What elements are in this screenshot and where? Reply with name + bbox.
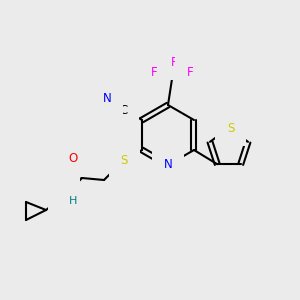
Text: F: F [187, 65, 193, 79]
Text: N: N [164, 158, 172, 172]
Text: F: F [171, 56, 177, 68]
Text: H: H [69, 196, 77, 206]
Text: S: S [120, 154, 128, 166]
Text: S: S [227, 122, 235, 134]
Text: O: O [68, 152, 78, 166]
Text: F: F [151, 65, 157, 79]
Text: C: C [119, 103, 127, 116]
Text: N: N [103, 92, 111, 104]
Text: N: N [60, 188, 68, 202]
